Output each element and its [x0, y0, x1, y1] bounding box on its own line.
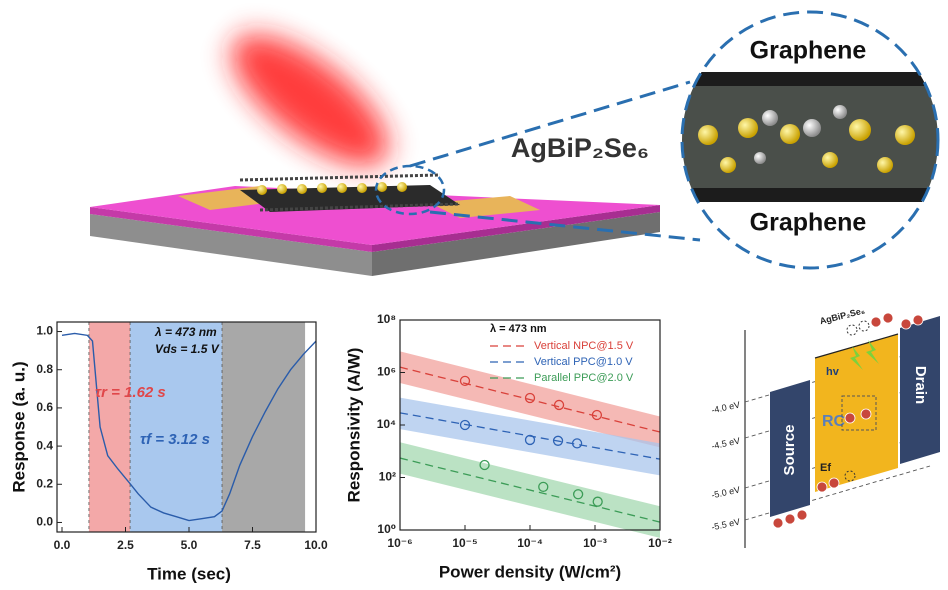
x-tick-label: 10.0	[304, 538, 328, 552]
center-label: RC	[822, 413, 846, 430]
annotation: τf = 3.12 s	[140, 431, 210, 448]
shaded-region	[222, 322, 306, 532]
x-tick-label: 10⁻³	[583, 536, 607, 550]
x-tick-label: 7.5	[244, 538, 261, 552]
layer-label: Graphene	[750, 209, 867, 237]
x-tick-label: 5.0	[181, 538, 198, 552]
annotation: λ = 473 nm	[490, 323, 547, 335]
y-tick-label: 0.2	[36, 476, 53, 490]
fermi-label: Ef	[820, 462, 831, 474]
x-tick-label: 10⁻⁶	[387, 536, 412, 550]
level-label: -5.0 eV	[710, 484, 740, 500]
x-tick-label: 10⁻⁵	[452, 536, 477, 550]
shaded-region	[130, 322, 223, 532]
x-tick-label: 2.5	[117, 538, 134, 552]
data-point	[591, 409, 603, 421]
band-diagram: -4.0 eV -4.5 eV -5.0 eV -5.5 eV Source D…	[710, 305, 940, 548]
x-tick-label: 10⁻⁴	[517, 536, 543, 550]
annotation: λ = 473 nm	[154, 325, 217, 339]
data-point	[524, 434, 536, 446]
chart: 10⁻⁶ 10⁻⁵ 10⁻⁴ 10⁻³ 10⁻² 10⁰ 10² 10⁴ 10⁶ 10⁸ Power…	[344, 312, 671, 581]
photon-label: hv	[826, 366, 840, 378]
x-axis-label: Time (sec)	[147, 564, 231, 583]
layer-label: Graphene	[750, 37, 867, 65]
level-label: -4.5 eV	[710, 435, 740, 451]
fit-line	[399, 457, 661, 523]
legend-label: Vertical NPC@1.5 V	[534, 340, 634, 352]
data-point	[459, 419, 471, 431]
source-label: Source	[781, 425, 798, 476]
level-label: -4.0 eV	[710, 399, 740, 415]
data-point	[479, 459, 490, 471]
device-illustration: AgBiP₂Se₆ Graphene Graphene	[90, 10, 940, 276]
data-point	[524, 392, 536, 404]
y-tick-label: 0.4	[36, 438, 53, 452]
data-point	[553, 399, 565, 411]
chart: 0.0 2.5 5.0 7.5 10.0 0.0 0.2 0.4 0.6 0.8 1.0 Time (…	[9, 321, 328, 583]
y-tick-label: 10⁴	[377, 417, 396, 431]
y-tick-label: 10⁸	[377, 312, 396, 326]
y-tick-label: 1.0	[36, 324, 53, 338]
annotation: Vds = 1.5 V	[155, 342, 220, 356]
fit-line	[399, 366, 661, 433]
x-tick-label: 10⁻²	[648, 536, 672, 550]
data-point	[572, 489, 584, 500]
legend-label: Parallel PPC@2.0 V	[534, 372, 634, 384]
data-point	[571, 438, 583, 449]
band-material: AgBiP₂Se₆	[819, 305, 866, 326]
level-label: -5.5 eV	[710, 516, 740, 532]
data-point	[459, 375, 471, 387]
y-tick-label: 10²	[379, 470, 396, 484]
drain-label: Drain	[912, 366, 929, 404]
shaded-region	[88, 322, 131, 532]
material-label: AgBiP₂Se₆	[511, 133, 649, 163]
y-axis-label: Response (a. u.)	[9, 361, 28, 492]
response-line	[61, 332, 317, 522]
y-tick-label: 10⁰	[377, 522, 396, 536]
y-tick-label: 0.0	[36, 515, 53, 529]
data-point	[592, 496, 603, 507]
y-axis-label: Responsivity (A/W)	[344, 348, 363, 503]
y-tick-label: 0.8	[36, 362, 53, 376]
data-point	[538, 481, 549, 493]
legend-label: Vertical PPC@1.0 V	[534, 356, 633, 368]
y-tick-label: 0.6	[36, 400, 53, 414]
x-tick-label: 0.0	[54, 538, 71, 552]
y-tick-label: 10⁶	[377, 365, 396, 379]
annotation: τr = 1.62 s	[95, 384, 166, 401]
x-axis-label: Power density (W/cm²)	[439, 562, 621, 581]
data-point	[552, 435, 564, 446]
plot-frame	[56, 321, 317, 533]
